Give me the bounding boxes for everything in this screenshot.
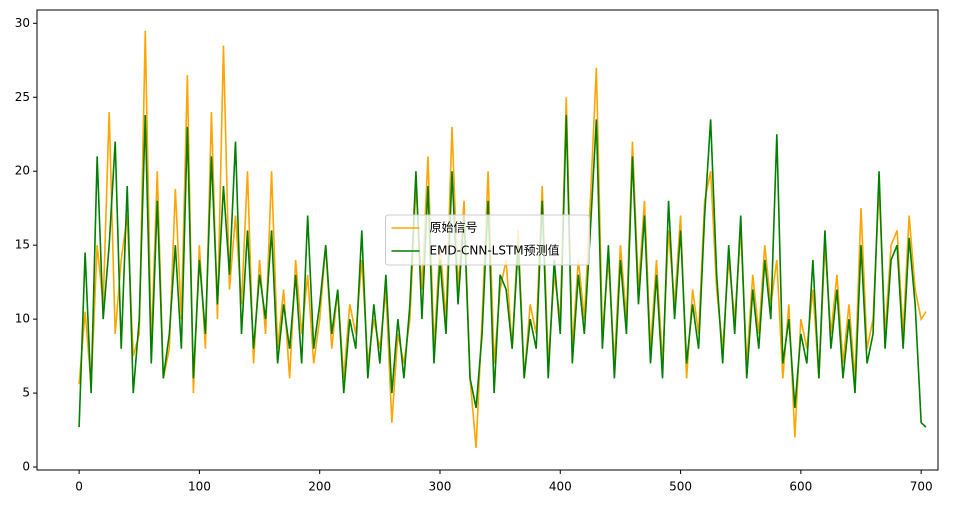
- legend-box: [385, 214, 590, 266]
- y-tick-label: 30: [15, 16, 30, 30]
- x-tick-label: 100: [188, 480, 211, 494]
- y-tick-label: 25: [15, 90, 30, 104]
- y-tick-label: 0: [22, 460, 30, 474]
- legend-label: 原始信号: [430, 221, 478, 235]
- x-tick-label: 200: [308, 480, 331, 494]
- legend-label: EMD-CNN-LSTM预测值: [430, 243, 560, 258]
- x-tick-label: 0: [75, 480, 83, 494]
- y-tick-label: 10: [15, 312, 30, 326]
- legend: 原始信号 EMD-CNN-LSTM预测值: [385, 214, 590, 266]
- y-tick-label: 15: [15, 238, 30, 252]
- x-tick-label: 600: [789, 480, 812, 494]
- x-tick-label: 300: [429, 480, 452, 494]
- x-tick-label: 700: [910, 480, 933, 494]
- x-tick-label: 500: [669, 480, 692, 494]
- plot-frame: [36, 9, 939, 471]
- y-tick-label: 20: [15, 164, 30, 178]
- x-tick-label: 400: [549, 480, 572, 494]
- data-line: [78, 114, 927, 428]
- y-tick-label: 5: [22, 386, 30, 400]
